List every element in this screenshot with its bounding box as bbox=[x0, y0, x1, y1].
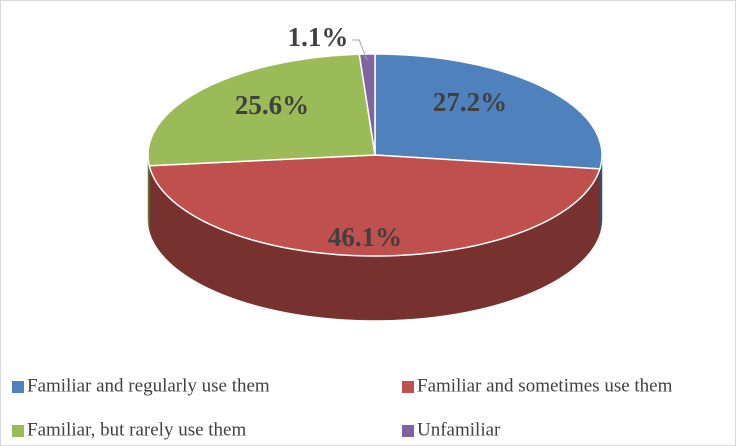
data-label: 46.1% bbox=[328, 222, 402, 252]
data-label: 25.6% bbox=[235, 90, 309, 120]
legend-label: Unfamiliar bbox=[417, 419, 501, 440]
data-label: 1.1% bbox=[288, 22, 349, 52]
legend-swatch bbox=[12, 381, 24, 393]
legend-swatch bbox=[402, 425, 414, 437]
legend-label: Familiar, but rarely use them bbox=[27, 419, 246, 440]
legend-swatch bbox=[402, 381, 414, 393]
pie-slice bbox=[374, 53, 603, 170]
data-label: 27.2% bbox=[433, 87, 507, 117]
legend-label: Familiar and sometimes use them bbox=[417, 375, 673, 396]
legend-label: Familiar and regularly use them bbox=[27, 375, 270, 396]
pie-slice bbox=[147, 53, 376, 167]
legend-swatch bbox=[12, 425, 24, 437]
pie-slice bbox=[148, 154, 601, 257]
leader-line bbox=[352, 39, 368, 61]
pie-slice bbox=[358, 53, 376, 156]
